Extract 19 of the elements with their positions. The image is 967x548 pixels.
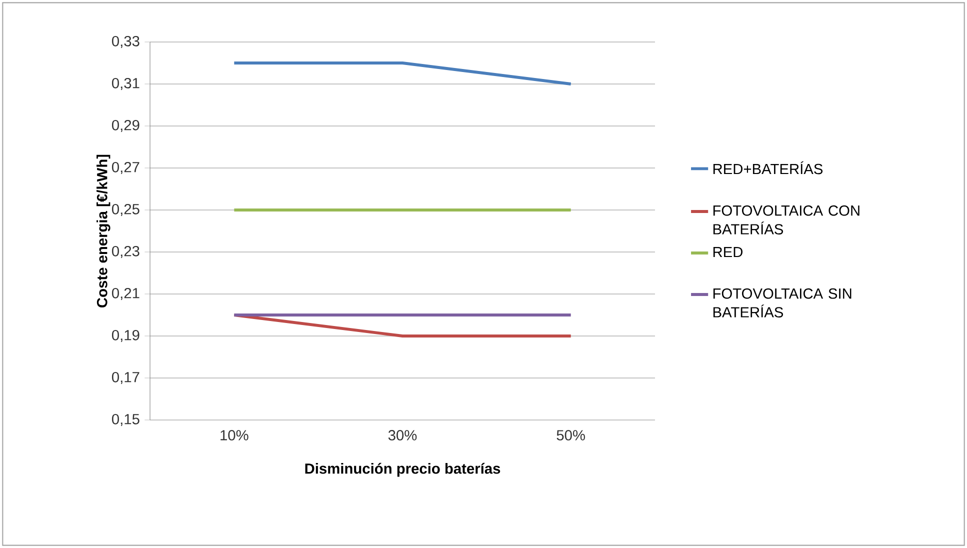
x-axis-title: Disminución precio baterías — [305, 462, 500, 477]
y-tick-label: 0,33 — [112, 36, 140, 48]
y-tick-label: 0,19 — [112, 330, 140, 342]
legend-label: RED+BATERÍAS — [713, 161, 823, 174]
y-tick-label: 0,29 — [112, 120, 140, 132]
y-tick-label: 0,31 — [112, 78, 140, 90]
y-tick-label: 0,23 — [112, 246, 140, 258]
legend-label: FOTOVOLTAICA CON BATERÍAS — [713, 205, 860, 234]
x-tick-label: 50% — [556, 430, 585, 440]
y-tick-label: 0,21 — [112, 288, 140, 300]
x-tick-label: 10% — [220, 430, 248, 440]
y-tick-label: 0,27 — [112, 162, 140, 174]
y-tick-label: 0,15 — [112, 414, 140, 426]
y-tick-label: 0,17 — [112, 372, 140, 384]
x-tick-label: 30% — [388, 430, 417, 440]
y-axis-title: Coste energia [€/kWh] — [96, 154, 110, 308]
y-tick-label: 0,25 — [112, 204, 140, 216]
legend-label: FOTOVOLTAICA SIN BATERÍAS — [713, 288, 852, 318]
legend-label: RED — [713, 246, 743, 258]
